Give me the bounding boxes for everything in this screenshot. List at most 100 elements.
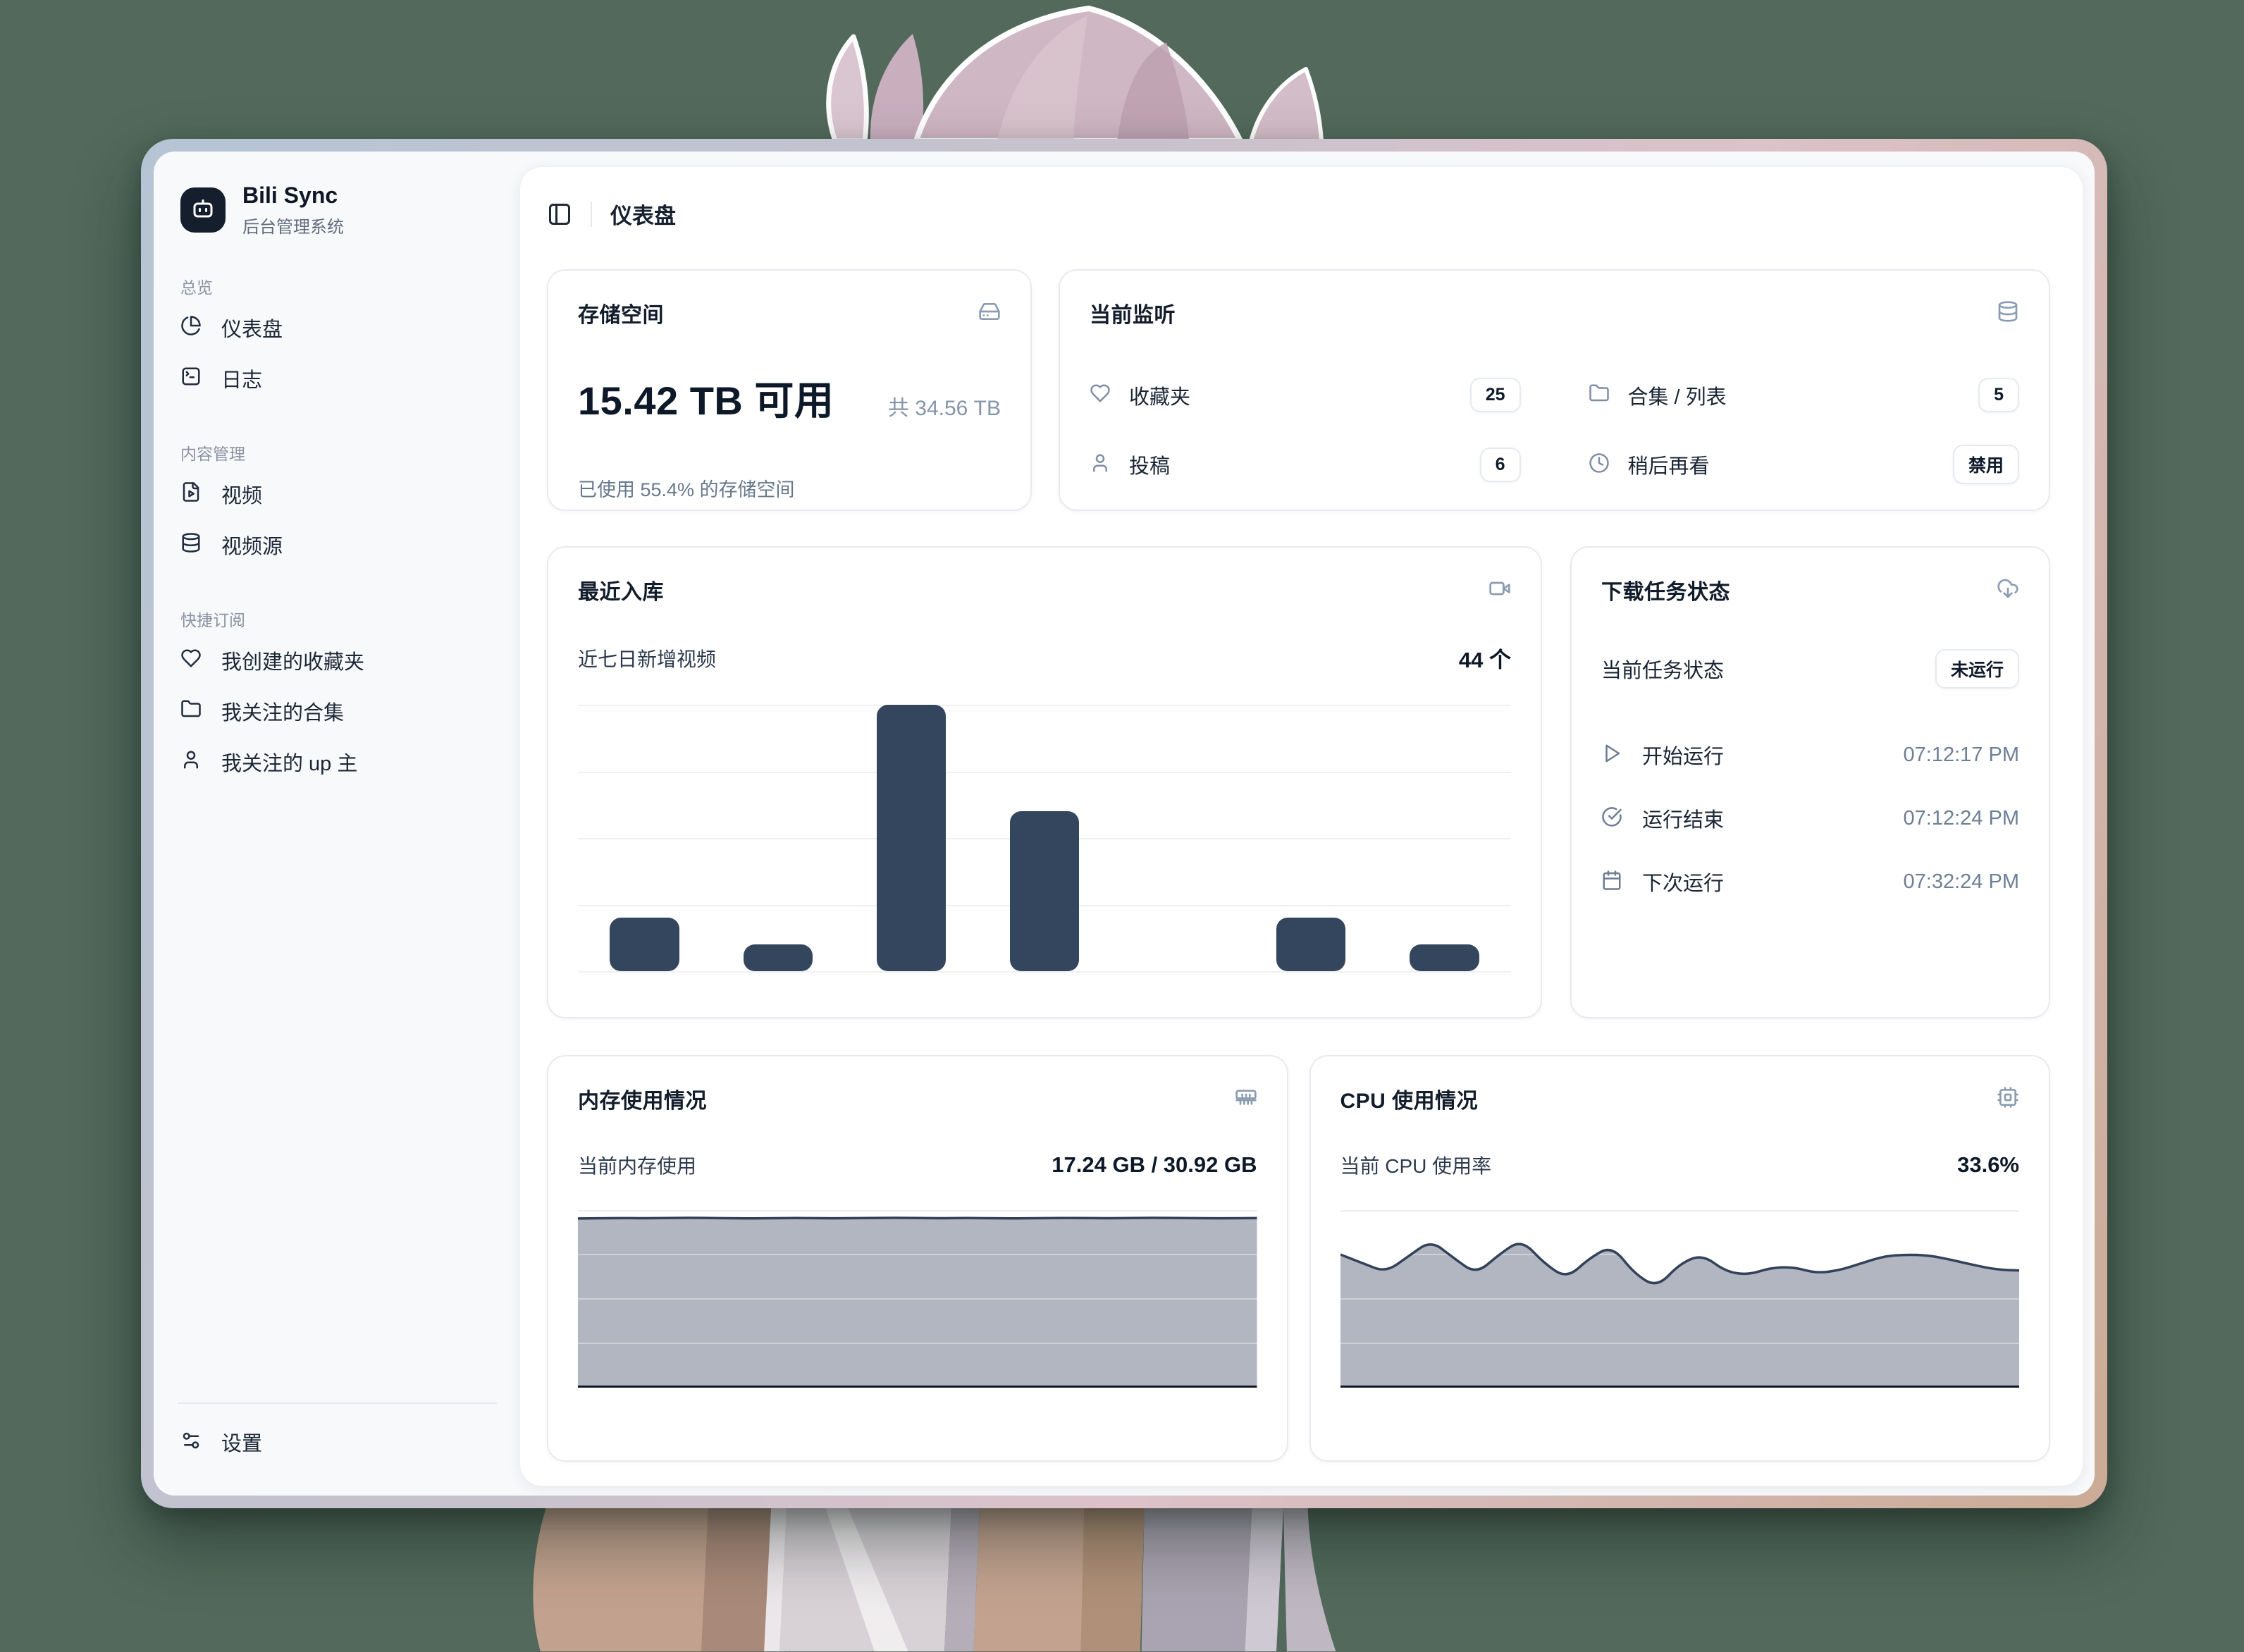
monitor-count-badge: 5: [1978, 378, 2019, 412]
memory-usage-card: 内存使用情况 当前内存使用 17.24 GB / 30.92 GB: [547, 1055, 1288, 1462]
circle-check-icon: [1601, 806, 1622, 831]
terminal-icon: [180, 366, 202, 390]
folder-icon: [180, 698, 202, 723]
sidebar-spacer: [180, 787, 494, 1403]
sidebar-item-logs[interactable]: 日志: [180, 353, 494, 404]
bar-slot: [844, 705, 978, 971]
brand: Bili Sync 后台管理系统: [180, 183, 494, 238]
calendar-icon: [1601, 870, 1622, 894]
memory-value: 17.24 GB / 30.92 GB: [1052, 1152, 1257, 1177]
monitor-status-badge: 禁用: [1952, 445, 2019, 484]
sidebar-item-followed-collections[interactable]: 我关注的合集: [180, 686, 494, 736]
monitor-label: 合集 / 列表: [1627, 386, 1727, 409]
sidebar-item-label: 我关注的合集: [221, 701, 345, 725]
cpu-area-chart: [1340, 1210, 2019, 1388]
task-row-label: 运行结束: [1642, 809, 1725, 832]
bot-icon: [190, 195, 216, 224]
monitor-item-favorites: 收藏夹 25: [1090, 378, 1521, 412]
sidebar-item-dashboard[interactable]: 仪表盘: [180, 302, 494, 353]
monitor-label: 投稿: [1129, 455, 1171, 478]
database-icon: [1997, 300, 2019, 326]
task-row-end: 运行结束 07:12:24 PM: [1601, 803, 2019, 834]
brand-text: Bili Sync 后台管理系统: [242, 183, 344, 238]
app-subtitle: 后台管理系统: [242, 217, 344, 237]
main-panel: 仪表盘 存储空间: [519, 166, 2083, 1486]
monitor-card: 当前监听: [1059, 269, 2050, 511]
monitor-item-watch-later: 稍后再看 禁用: [1589, 445, 2019, 484]
sidebar-item-followed-uploaders[interactable]: 我关注的 up 主: [180, 736, 494, 787]
app-name: Bili Sync: [242, 183, 338, 208]
task-row-next: 下次运行 07:32:24 PM: [1601, 866, 2019, 897]
memory-stick-icon: [1235, 1086, 1257, 1112]
heart-icon: [180, 648, 202, 672]
sidebar-item-video-sources[interactable]: 视频源: [180, 519, 494, 570]
recent-bar-chart: [578, 705, 1511, 973]
cloud-download-icon: [1997, 577, 2019, 603]
sidebar: Bili Sync 后台管理系统 总览 仪表盘 日志 内: [154, 152, 519, 1496]
memory-area-chart: [578, 1210, 1257, 1388]
recent-additions-card: 最近入库 近七日新增视频 44 个: [547, 546, 1542, 1018]
sliders-icon: [180, 1430, 202, 1455]
bar-slot: [578, 705, 711, 971]
bar-slot: [1245, 705, 1378, 971]
task-row-time: 07:12:17 PM: [1903, 743, 2019, 766]
bar: [610, 918, 679, 971]
cpu-value: 33.6%: [1957, 1152, 2019, 1177]
sidebar-item-label: 我创建的收藏夹: [221, 651, 365, 674]
card-title: 存储空间: [578, 304, 664, 327]
cpu-label: 当前 CPU 使用率: [1340, 1155, 1492, 1177]
monitor-item-collections: 合集 / 列表 5: [1589, 378, 2019, 412]
bar: [1276, 918, 1346, 971]
chart-gridline: [578, 705, 1511, 706]
file-video-icon: [180, 481, 202, 506]
task-row-time: 07:32:24 PM: [1903, 870, 2019, 893]
recent-count: 44 个: [1458, 648, 1511, 672]
monitor-count-badge: 6: [1479, 447, 1521, 482]
sidebar-item-label: 仪表盘: [221, 318, 283, 341]
pie-chart-icon: [180, 315, 202, 340]
monitor-count-badge: 25: [1469, 378, 1521, 412]
card-title: CPU 使用情况: [1340, 1090, 1479, 1113]
card-title: 下载任务状态: [1601, 581, 1730, 604]
video-camera-icon: [1488, 577, 1511, 603]
sidebar-item-settings[interactable]: 设置: [180, 1417, 494, 1467]
main-area: 仪表盘 存储空间: [519, 152, 2095, 1496]
memory-label: 当前内存使用: [578, 1155, 697, 1177]
panel-left-toggle-icon[interactable]: [547, 202, 572, 227]
card-title: 内存使用情况: [578, 1090, 707, 1113]
bar: [876, 705, 947, 971]
chart-gridline: [578, 971, 1511, 973]
play-icon: [1601, 743, 1622, 768]
cpu-icon: [1997, 1086, 2019, 1112]
header-divider: [591, 201, 592, 227]
sidebar-section-subscriptions: 快捷订阅: [180, 610, 245, 629]
bar: [1009, 811, 1080, 971]
storage-card: 存储空间 15.42 TB 可用 共 34.56 TB: [547, 269, 1032, 511]
clock-icon: [1589, 452, 1610, 477]
monitor-label: 收藏夹: [1129, 386, 1191, 409]
character-body-illustration: [533, 1508, 1336, 1652]
bar: [1410, 944, 1479, 971]
monitor-label: 稍后再看: [1627, 455, 1710, 478]
task-row-label: 开始运行: [1642, 746, 1725, 768]
task-row-start: 开始运行 07:12:17 PM: [1601, 739, 2019, 770]
sidebar-item-videos[interactable]: 视频: [180, 469, 494, 519]
sidebar-item-label: 视频: [221, 484, 263, 507]
heart-icon: [1090, 383, 1111, 407]
storage-total: 共 34.56 TB: [887, 397, 1001, 420]
user-icon: [1090, 452, 1111, 477]
bar: [743, 944, 813, 971]
folder-icon: [1589, 383, 1610, 407]
storage-caption: 已使用 55.4% 的存储空间: [578, 479, 795, 500]
sidebar-item-label: 设置: [221, 1433, 263, 1455]
app-window: Bili Sync 后台管理系统 总览 仪表盘 日志 内: [141, 139, 2107, 1508]
recent-subtitle: 近七日新增视频: [578, 648, 717, 670]
task-status-badge: 未运行: [1935, 649, 2019, 689]
page-title: 仪表盘: [610, 204, 676, 228]
sidebar-item-my-favorites[interactable]: 我创建的收藏夹: [180, 635, 494, 686]
task-row-label: 下次运行: [1642, 873, 1725, 895]
bar-series: [578, 705, 1511, 971]
card-title: 最近入库: [578, 581, 664, 604]
download-task-card: 下载任务状态 当前任务状态 未运行: [1570, 546, 2050, 1018]
sidebar-item-label: 日志: [221, 369, 263, 392]
